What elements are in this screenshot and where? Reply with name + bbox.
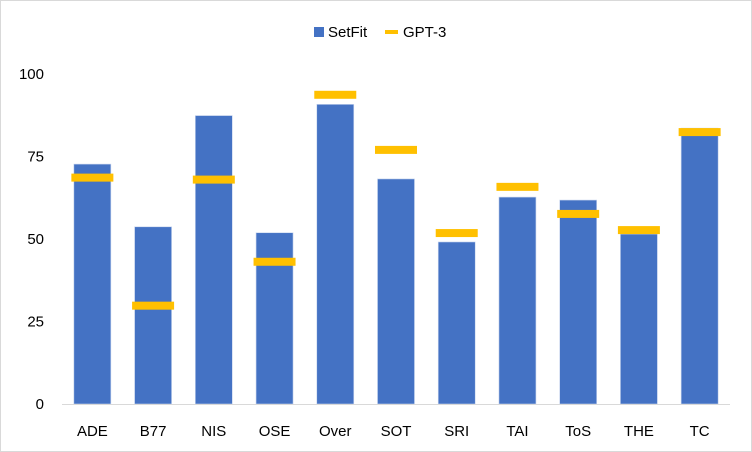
setfit-bar-ade	[73, 163, 112, 405]
gpt3-marker-ose	[253, 257, 296, 266]
x-tick-label: NIS	[201, 423, 226, 440]
x-tick-label: B77	[140, 423, 167, 440]
gpt3-marker-tai	[496, 182, 539, 191]
gpt3-marker-nis	[192, 175, 235, 184]
y-tick-label: 50	[27, 231, 44, 248]
gpt3-marker-tos	[557, 209, 600, 218]
gpt3-marker-over	[314, 90, 357, 99]
setfit-bar-over	[316, 104, 355, 405]
x-tick-label: Over	[319, 423, 352, 440]
legend-swatch-setfit	[314, 27, 324, 37]
gpt3-marker-ade	[71, 173, 114, 182]
y-axis: 0 25 50 75 100	[19, 66, 44, 413]
gpt3-marker-sot	[375, 145, 417, 154]
legend: SetFit GPT-3	[314, 24, 446, 41]
setfit-bar-nis	[195, 115, 233, 405]
x-axis: ADE B77 NIS OSE Over SOT SRI TAI ToS THE TC	[77, 423, 710, 440]
setfit-bar-sot	[377, 178, 415, 405]
x-tick-label: OSE	[259, 423, 291, 440]
x-tick-label: SOT	[381, 423, 412, 440]
gpt3-marker-sri	[435, 229, 478, 238]
setfit-bar-sri	[437, 241, 476, 405]
setfit-bar-tc	[680, 127, 719, 405]
gpt3-marker-the	[617, 226, 660, 235]
setfit-bar-b77	[134, 226, 172, 405]
gpt3-marker-b77	[132, 301, 175, 310]
y-tick-label: 25	[27, 314, 44, 331]
y-tick-label: 75	[27, 149, 44, 166]
y-tick-label: 100	[19, 66, 44, 83]
setfit-bar-tos	[559, 199, 597, 405]
x-tick-label: ADE	[77, 423, 108, 440]
x-tick-label: THE	[624, 423, 654, 440]
x-tick-label: ToS	[565, 423, 591, 440]
x-tick-label: SRI	[444, 423, 469, 440]
x-tick-label: TC	[690, 423, 710, 440]
setfit-bar-tai	[498, 196, 537, 405]
legend-label-gpt3: GPT-3	[403, 24, 446, 41]
gpt3-marker-tc	[678, 128, 721, 137]
gpt3-markers	[71, 90, 721, 310]
legend-label-setfit: SetFit	[328, 24, 368, 41]
x-tick-label: TAI	[506, 423, 528, 440]
y-tick-label: 0	[36, 396, 44, 413]
legend-swatch-gpt3	[385, 30, 398, 34]
setfit-bar-the	[620, 233, 658, 405]
